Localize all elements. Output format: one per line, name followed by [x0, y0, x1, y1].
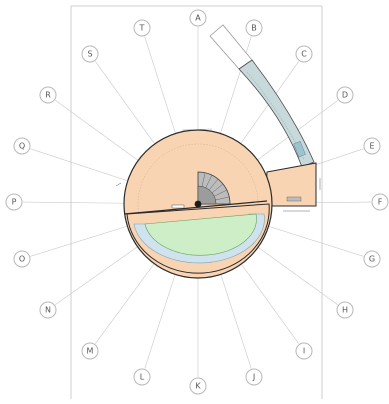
grid-bubble-circle: [336, 301, 354, 319]
grid-bubble-circle: [5, 193, 23, 211]
grid-bubble-circle: [13, 250, 31, 268]
grid-bubble-o: O: [13, 250, 31, 268]
grid-bubble-label: L: [140, 373, 145, 382]
grid-bubble-label: P: [12, 198, 17, 207]
stair-tread: [215, 196, 230, 201]
wing-inner-line: [246, 71, 305, 161]
grid-bubble-label: A: [195, 14, 201, 23]
grid-bubble-label: B: [251, 24, 257, 33]
grid-bubble-label: O: [19, 255, 25, 264]
grid-bubble-circle: [363, 137, 381, 155]
grid-bubble-circle: [189, 377, 207, 395]
grid-bubble-g: G: [363, 250, 381, 268]
grid-bubble-d: D: [336, 86, 354, 104]
stair-tread: [214, 189, 227, 197]
grid-bubble-label: H: [342, 306, 348, 315]
grid-bubble-circle: [371, 193, 389, 211]
grid-bubble-label: Q: [19, 142, 25, 151]
grid-bubble-circle: [39, 301, 57, 319]
stair-tread: [209, 178, 219, 191]
grid-bubble-circle: [133, 19, 151, 37]
stair-tread: [205, 175, 213, 188]
grid-bubble-k: K: [189, 377, 207, 395]
grid-bubble-label: J: [252, 373, 255, 382]
hall-label-rule: [181, 128, 213, 131]
grid-bubble-label: T: [139, 24, 145, 33]
grid-bubble-j: J: [245, 368, 263, 386]
hall-tick-west: [115, 182, 122, 187]
grid-bubble-label: G: [369, 255, 375, 264]
grid-bubble-label: S: [87, 50, 92, 59]
grid-bubble-e: E: [363, 137, 381, 155]
grid-bubble-label: R: [45, 91, 51, 100]
grid-bubble-circle: [295, 45, 313, 63]
grid-bubble-circle: [295, 342, 313, 360]
grid-bubble-f: F: [371, 193, 389, 211]
grid-bubble-h: H: [336, 301, 354, 319]
core-stair-lines: [201, 172, 230, 201]
entry-stair: [171, 204, 185, 209]
grid-bubble-circle: [245, 19, 263, 37]
grid-bubble-c: C: [295, 45, 313, 63]
grid-bubble-circle: [336, 86, 354, 104]
grid-bubble-q: Q: [13, 137, 31, 155]
grid-bubble-label: E: [369, 142, 374, 151]
grid-bubble-circle: [133, 368, 151, 386]
grid-bubble-label: I: [303, 347, 305, 356]
grid-bubble-circle: [81, 342, 99, 360]
grid-bubble-circle: [189, 9, 207, 27]
stair-tread: [201, 172, 206, 187]
grid-bubbles: A B C D E F G H I J K L M N O P Q R S T: [5, 9, 389, 395]
grid-bubble-n: N: [39, 301, 57, 319]
grid-bubble-s: S: [81, 45, 99, 63]
stair-tread: [211, 183, 224, 193]
grid-bubble-label: D: [342, 91, 348, 100]
wing-end-segment: [209, 24, 253, 70]
east-room-fixture: [286, 196, 302, 202]
grid-bubble-l: L: [133, 368, 151, 386]
grid-bubble-b: B: [245, 19, 263, 37]
grid-bubble-label: M: [87, 347, 94, 356]
grid-bubble-label: N: [45, 306, 51, 315]
grid-bubble-m: M: [81, 342, 99, 360]
grid-bubble-circle: [245, 368, 263, 386]
grid-bubble-a: A: [189, 9, 207, 27]
grid-bubble-r: R: [39, 86, 57, 104]
grid-bubble-circle: [13, 137, 31, 155]
core-inner-sector: [197, 185, 217, 205]
curved-wing: [238, 59, 315, 168]
grid-bubble-i: I: [295, 342, 313, 360]
grid-bubble-circle: [363, 250, 381, 268]
grid-bubble-label: C: [301, 50, 307, 59]
center-column: [194, 200, 202, 208]
grid-bubble-circle: [39, 86, 57, 104]
dividing-wall: [123, 200, 268, 215]
grid-bubble-t: T: [133, 19, 151, 37]
lawn-area: [144, 213, 257, 256]
wing-window-block: [293, 141, 306, 158]
grid-bubble-label: K: [195, 382, 201, 391]
grid-bubble-circle: [81, 45, 99, 63]
grid-bubble-p: P: [5, 193, 23, 211]
grid-bubble-label: F: [378, 198, 383, 207]
